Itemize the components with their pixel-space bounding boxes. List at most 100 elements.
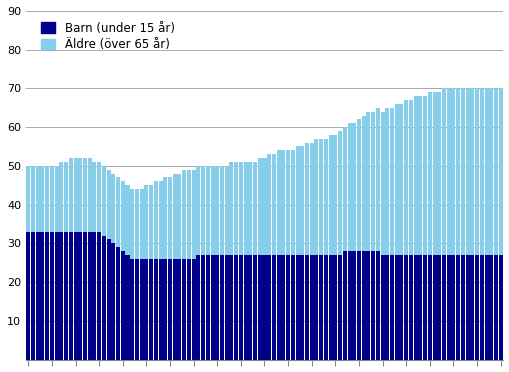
Bar bbox=[432, 255, 436, 359]
Bar bbox=[484, 89, 488, 255]
Bar bbox=[139, 259, 144, 359]
Bar bbox=[422, 255, 426, 359]
Bar bbox=[314, 255, 318, 359]
Bar bbox=[365, 112, 370, 251]
Bar bbox=[441, 89, 445, 255]
Bar bbox=[352, 123, 356, 251]
Bar bbox=[465, 89, 469, 255]
Bar bbox=[380, 255, 384, 359]
Bar bbox=[314, 139, 318, 255]
Bar bbox=[73, 158, 77, 232]
Bar bbox=[309, 142, 313, 255]
Bar bbox=[337, 255, 342, 359]
Bar bbox=[88, 158, 92, 232]
Bar bbox=[243, 255, 247, 359]
Bar bbox=[73, 232, 77, 359]
Bar bbox=[125, 255, 129, 359]
Bar bbox=[125, 185, 129, 255]
Bar bbox=[399, 104, 403, 255]
Bar bbox=[493, 255, 497, 359]
Bar bbox=[31, 232, 35, 359]
Bar bbox=[243, 162, 247, 255]
Bar bbox=[413, 96, 417, 255]
Bar bbox=[436, 255, 440, 359]
Bar bbox=[130, 189, 134, 259]
Bar bbox=[26, 232, 30, 359]
Bar bbox=[252, 255, 257, 359]
Bar bbox=[413, 255, 417, 359]
Bar bbox=[191, 170, 195, 259]
Bar bbox=[196, 166, 200, 255]
Bar bbox=[479, 255, 483, 359]
Bar bbox=[234, 162, 238, 255]
Bar bbox=[78, 158, 82, 232]
Bar bbox=[69, 232, 73, 359]
Bar bbox=[154, 181, 158, 259]
Bar bbox=[59, 162, 63, 232]
Bar bbox=[88, 232, 92, 359]
Bar bbox=[469, 89, 473, 255]
Bar bbox=[210, 255, 214, 359]
Bar bbox=[186, 259, 190, 359]
Bar bbox=[455, 255, 459, 359]
Bar bbox=[234, 255, 238, 359]
Bar bbox=[276, 255, 280, 359]
Bar bbox=[323, 139, 327, 255]
Bar bbox=[337, 131, 342, 255]
Bar bbox=[361, 251, 365, 359]
Bar bbox=[417, 255, 421, 359]
Bar bbox=[224, 255, 228, 359]
Bar bbox=[488, 89, 492, 255]
Bar bbox=[446, 89, 450, 255]
Bar bbox=[186, 170, 190, 259]
Bar bbox=[59, 232, 63, 359]
Bar bbox=[474, 255, 478, 359]
Bar bbox=[295, 255, 299, 359]
Bar bbox=[309, 255, 313, 359]
Bar bbox=[224, 166, 228, 255]
Bar bbox=[83, 158, 87, 232]
Bar bbox=[116, 247, 120, 359]
Bar bbox=[158, 259, 162, 359]
Bar bbox=[304, 142, 308, 255]
Bar bbox=[102, 235, 106, 359]
Bar bbox=[399, 255, 403, 359]
Bar bbox=[229, 162, 233, 255]
Bar bbox=[92, 162, 96, 232]
Bar bbox=[54, 232, 59, 359]
Bar bbox=[323, 255, 327, 359]
Bar bbox=[422, 96, 426, 255]
Bar bbox=[64, 232, 68, 359]
Bar bbox=[474, 89, 478, 255]
Bar bbox=[328, 135, 332, 255]
Bar bbox=[281, 255, 285, 359]
Bar bbox=[121, 251, 125, 359]
Bar bbox=[40, 166, 44, 232]
Bar bbox=[191, 259, 195, 359]
Bar bbox=[36, 166, 40, 232]
Bar bbox=[257, 255, 261, 359]
Bar bbox=[290, 255, 294, 359]
Bar bbox=[375, 108, 379, 251]
Bar bbox=[149, 259, 153, 359]
Bar bbox=[300, 255, 304, 359]
Bar bbox=[40, 232, 44, 359]
Bar bbox=[97, 162, 101, 232]
Bar bbox=[356, 251, 360, 359]
Bar bbox=[356, 119, 360, 251]
Bar bbox=[206, 166, 209, 255]
Bar bbox=[210, 166, 214, 255]
Bar bbox=[64, 162, 68, 232]
Bar bbox=[404, 255, 407, 359]
Bar bbox=[139, 189, 144, 259]
Bar bbox=[328, 255, 332, 359]
Bar bbox=[460, 255, 464, 359]
Bar bbox=[389, 255, 393, 359]
Bar bbox=[116, 177, 120, 247]
Bar bbox=[45, 232, 49, 359]
Bar bbox=[286, 255, 290, 359]
Bar bbox=[319, 139, 323, 255]
Bar bbox=[333, 255, 336, 359]
Legend: Barn (under 15 år), Äldre (över 65 år): Barn (under 15 år), Äldre (över 65 år) bbox=[37, 17, 179, 56]
Bar bbox=[408, 255, 412, 359]
